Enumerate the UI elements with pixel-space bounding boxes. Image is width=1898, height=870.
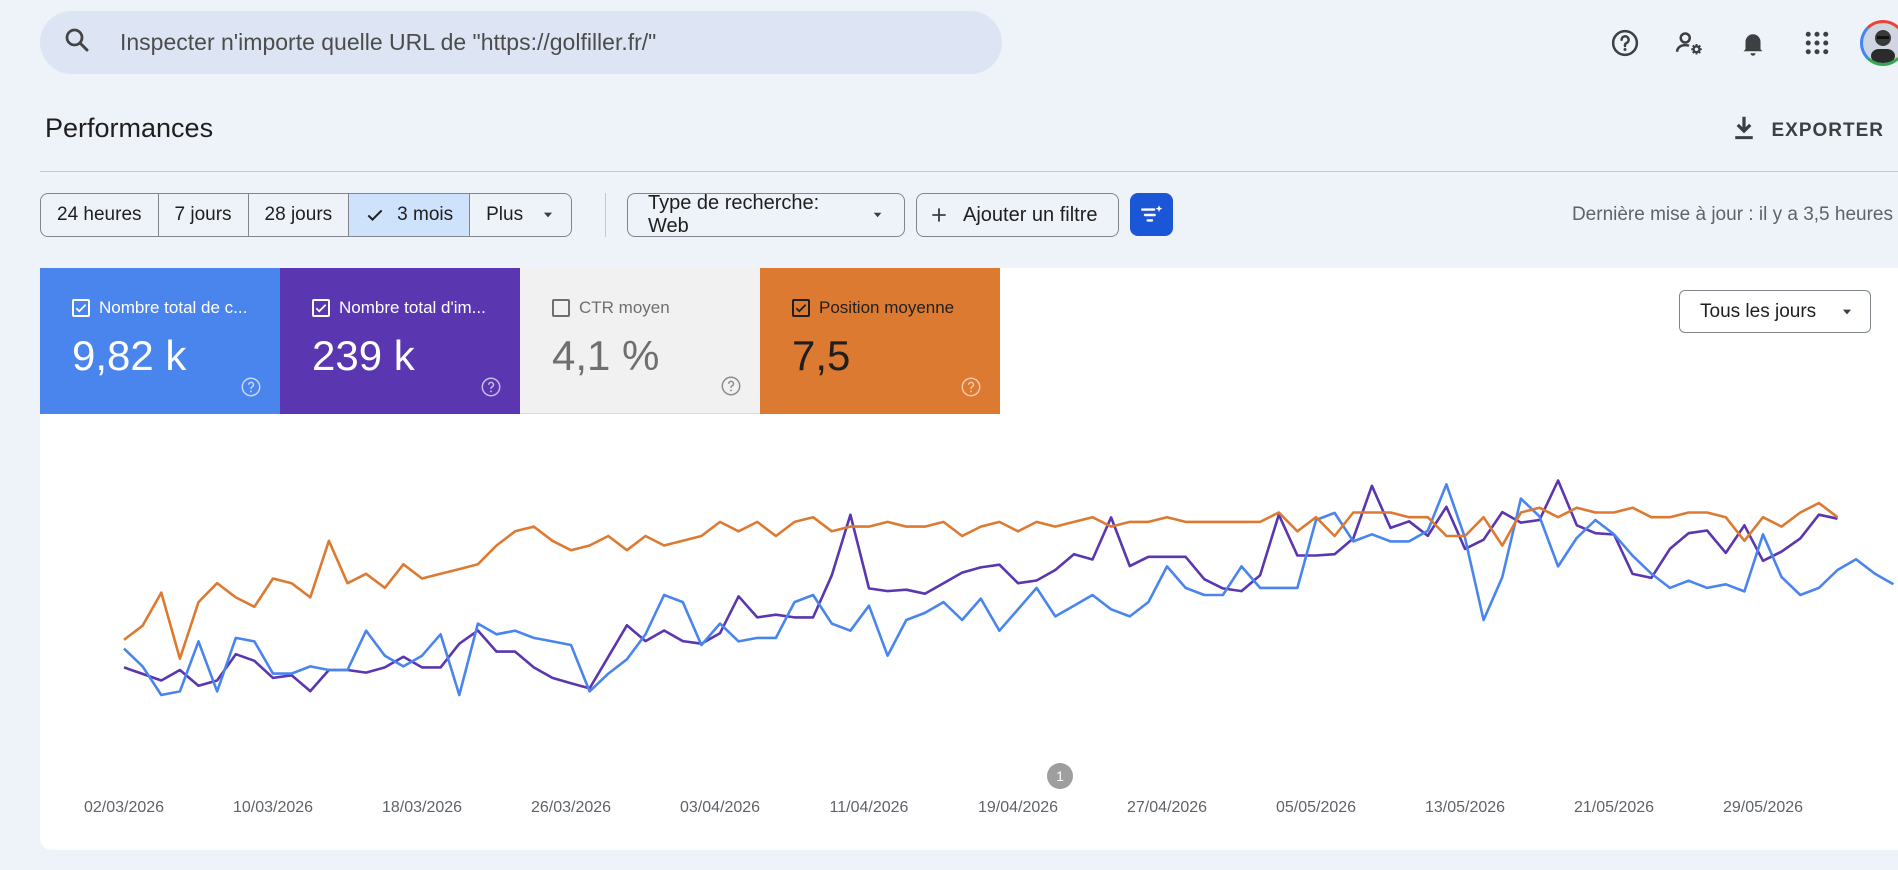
series-line-position [123,501,1839,660]
plus-icon [932,208,946,222]
checkbox-checked-icon[interactable] [312,299,330,317]
sparkle-filter-icon [1140,204,1162,222]
header-divider [40,171,1898,172]
x-tick-label: 26/03/2026 [531,799,611,816]
metric-ctr-value: 4,1 % [552,332,660,379]
metric-clicks-label: Nombre total de c... [99,298,248,317]
checkbox-checked-icon[interactable] [792,299,810,317]
help-icon[interactable] [1604,22,1646,64]
x-tick-label: 02/03/2026 [84,799,164,816]
x-tick-label: 19/04/2026 [978,799,1058,816]
series-line-impressions [123,479,1838,693]
apps-icon[interactable] [1796,22,1838,64]
granularity-label: Tous les jours [1700,300,1817,322]
search-input[interactable] [120,29,940,56]
filter-separator [605,193,606,237]
metric-impressions-label: Nombre total d'im... [339,298,486,317]
date-range-selector: 24 heures 7 jours 28 jours 3 mois Plus [40,193,573,237]
search-type-filter[interactable]: Type de recherche: Web [627,192,905,237]
search-bar[interactable] [40,11,1002,74]
checkbox-checked-icon[interactable] [72,299,90,317]
performance-chart: 02/03/2026 10/03/2026 18/03/2026 26/03/2026… [84,479,1895,816]
page-title: Performances [45,113,214,143]
range-3m-label: 3 mois [397,204,454,225]
help-icon[interactable] [240,376,262,398]
export-label: EXPORTER [1771,120,1884,141]
user-settings-icon[interactable] [1668,22,1710,64]
export-button[interactable]: EXPORTER [1729,113,1884,149]
help-icon[interactable] [720,375,742,397]
search-icon [62,25,92,60]
add-filter-label: Ajouter un filtre [963,203,1098,226]
notifications-icon[interactable] [1732,22,1774,64]
download-icon [1729,113,1771,149]
x-tick-label: 18/03/2026 [382,799,462,816]
last-update-text: Dernière mise à jour : il y a 3,5 heures [1571,204,1893,225]
metric-position-label: Position moyenne [819,298,955,317]
range-3m[interactable]: 3 mois [349,194,471,236]
range-24h[interactable]: 24 heures [41,194,159,236]
x-tick-label: 10/03/2026 [233,799,313,816]
metric-impressions-value: 239 k [312,332,415,379]
range-28d[interactable]: 28 jours [249,194,350,236]
range-more-label: Plus [486,204,524,225]
checkbox-unchecked-icon[interactable] [552,299,570,317]
x-tick-label: 29/05/2026 [1723,799,1803,816]
caret-down-icon [873,212,882,218]
avatar[interactable] [1860,20,1898,66]
metric-impressions[interactable]: Nombre total d'im... 239 k [280,268,520,414]
check-icon [367,209,383,221]
annotation-marker[interactable]: 1 [1047,763,1073,789]
metric-tabs: Nombre total de c... 9,82 k Nombre total… [40,268,1000,414]
metric-clicks[interactable]: Nombre total de c... 9,82 k [40,268,280,414]
search-type-label: Type de recherche: Web [648,192,820,237]
metric-clicks-value: 9,82 k [72,332,187,379]
x-tick-label: 11/04/2026 [830,799,909,816]
x-tick-label: 27/04/2026 [1127,799,1207,816]
x-tick-label: 13/05/2026 [1425,799,1505,816]
range-7d[interactable]: 7 jours [159,194,249,236]
metric-ctr-label: CTR moyen [579,298,670,317]
smart-filter-button[interactable] [1130,193,1173,236]
metric-position-value: 7,5 [792,332,851,379]
caret-down-icon [1843,309,1852,314]
add-filter-button[interactable]: Ajouter un filtre [916,193,1119,237]
series-line-clicks [123,483,1895,697]
x-tick-label: 05/05/2026 [1276,799,1356,816]
help-icon[interactable] [480,376,502,398]
metric-position[interactable]: Position moyenne 7,5 [760,268,1000,414]
metric-ctr[interactable]: CTR moyen 4,1 % [520,268,760,414]
help-icon[interactable] [960,376,982,398]
x-tick-label: 21/05/2026 [1574,799,1654,816]
range-more[interactable]: Plus [470,194,571,236]
x-tick-label: 03/04/2026 [680,799,760,816]
caret-down-icon [544,212,553,218]
granularity-dropdown[interactable]: Tous les jours [1679,290,1871,333]
